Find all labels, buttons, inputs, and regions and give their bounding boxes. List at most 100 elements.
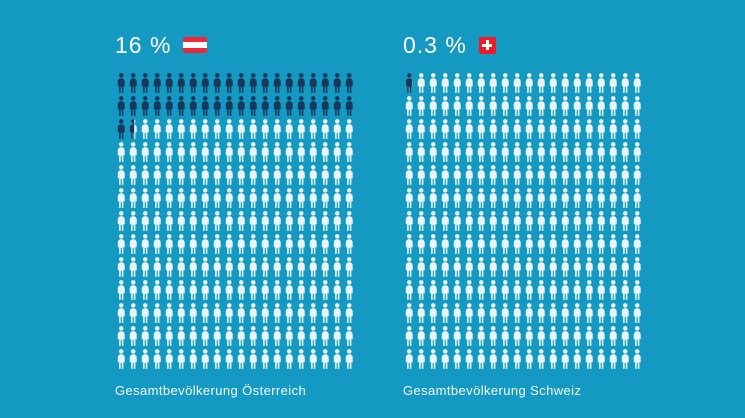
person-icon	[607, 300, 619, 323]
person-icon	[415, 93, 427, 116]
person-icon	[151, 139, 163, 162]
person-icon	[607, 116, 619, 139]
person-icon	[247, 346, 259, 369]
person-icon	[439, 208, 451, 231]
person-icon	[583, 185, 595, 208]
person-icon	[283, 185, 295, 208]
person-icon	[475, 346, 487, 369]
person-icon	[175, 231, 187, 254]
person-icon	[463, 70, 475, 93]
person-icon	[223, 346, 235, 369]
person-icon	[511, 116, 523, 139]
person-icon	[559, 139, 571, 162]
person-icon	[499, 277, 511, 300]
person-icon	[607, 254, 619, 277]
person-icon	[415, 346, 427, 369]
person-icon	[523, 70, 535, 93]
person-icon	[487, 139, 499, 162]
person-icon	[295, 208, 307, 231]
person-icon	[499, 185, 511, 208]
person-icon	[187, 300, 199, 323]
person-icon	[559, 300, 571, 323]
person-icon	[283, 277, 295, 300]
person-icon	[127, 139, 139, 162]
person-icon	[295, 185, 307, 208]
person-icon	[583, 162, 595, 185]
person-icon	[331, 208, 343, 231]
person-icon	[403, 116, 415, 139]
person-icon	[415, 231, 427, 254]
person-icon	[403, 346, 415, 369]
person-icon	[451, 185, 463, 208]
person-icon	[571, 300, 583, 323]
person-icon	[115, 346, 127, 369]
person-icon	[139, 300, 151, 323]
person-icon	[115, 231, 127, 254]
person-icon	[475, 300, 487, 323]
person-icon	[187, 231, 199, 254]
person-icon	[163, 139, 175, 162]
person-icon	[151, 346, 163, 369]
person-icon	[511, 93, 523, 116]
person-icon	[283, 70, 295, 93]
swiss-cross-horizontal	[482, 43, 493, 47]
person-icon	[223, 70, 235, 93]
person-icon	[559, 116, 571, 139]
person-icon	[619, 162, 631, 185]
person-icon	[583, 277, 595, 300]
person-icon	[163, 185, 175, 208]
person-icon	[235, 93, 247, 116]
person-icon	[211, 116, 223, 139]
person-icon	[535, 231, 547, 254]
person-icon	[307, 323, 319, 346]
person-icon	[547, 346, 559, 369]
person-icon	[403, 208, 415, 231]
person-icon	[523, 277, 535, 300]
person-icon	[259, 231, 271, 254]
person-icon	[451, 116, 463, 139]
person-icon	[319, 185, 331, 208]
person-icon	[247, 208, 259, 231]
person-icon	[415, 162, 427, 185]
person-icon	[343, 300, 355, 323]
person-icon	[499, 254, 511, 277]
person-icon	[475, 254, 487, 277]
person-icon	[259, 208, 271, 231]
person-icon	[439, 323, 451, 346]
person-icon	[127, 346, 139, 369]
person-icon	[307, 70, 319, 93]
person-icon	[559, 93, 571, 116]
person-icon	[583, 346, 595, 369]
person-icon	[163, 346, 175, 369]
person-icon	[175, 208, 187, 231]
person-icon	[271, 185, 283, 208]
person-icon	[343, 231, 355, 254]
person-icon	[235, 346, 247, 369]
person-icon	[535, 116, 547, 139]
person-icon	[271, 116, 283, 139]
person-icon	[295, 231, 307, 254]
person-icon	[439, 231, 451, 254]
person-icon	[547, 300, 559, 323]
person-icon	[331, 346, 343, 369]
person-icon	[343, 346, 355, 369]
person-icon	[283, 254, 295, 277]
person-icon	[607, 208, 619, 231]
person-icon	[535, 70, 547, 93]
person-icon	[271, 208, 283, 231]
person-icon	[151, 70, 163, 93]
person-icon	[511, 70, 523, 93]
person-icon	[199, 277, 211, 300]
person-icon	[427, 93, 439, 116]
person-icon	[499, 208, 511, 231]
person-icon	[535, 208, 547, 231]
person-icon	[151, 300, 163, 323]
person-icon	[127, 323, 139, 346]
person-icon	[307, 231, 319, 254]
person-icon	[319, 277, 331, 300]
person-icon	[451, 277, 463, 300]
person-icon	[499, 300, 511, 323]
person-icon	[211, 277, 223, 300]
person-icon	[487, 116, 499, 139]
person-icon	[163, 254, 175, 277]
